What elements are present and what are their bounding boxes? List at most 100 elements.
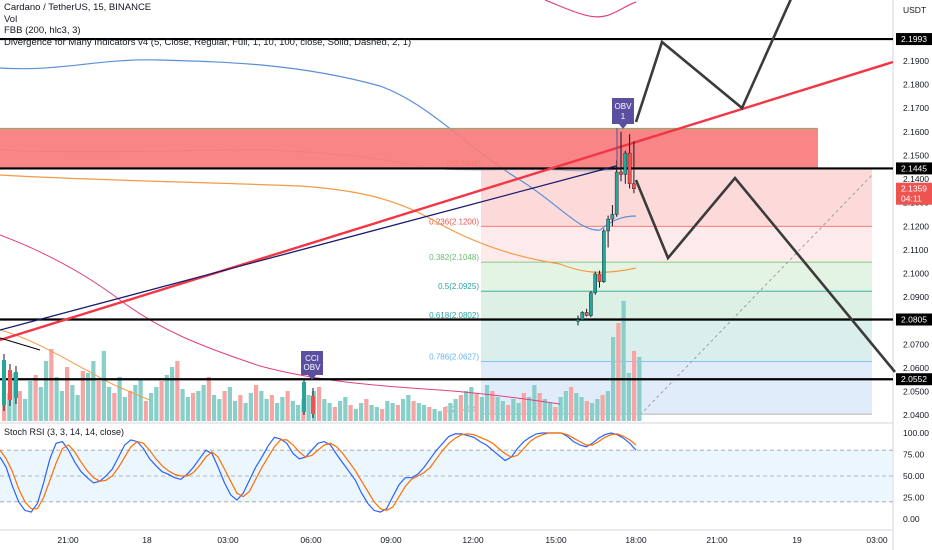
fib-zone-0.618	[481, 320, 872, 362]
volume-bar	[86, 373, 91, 421]
obv-marker-text: OBV	[615, 102, 633, 111]
time-axis[interactable]: 21:00 18 03:00 06:00 09:00 12:00 15:00 18:00 21:…	[57, 535, 888, 545]
volume-bar	[49, 349, 54, 421]
volume-bar	[558, 397, 563, 421]
fib-label-0.786: 0.786(2.0627)	[429, 353, 479, 362]
volume-bar	[122, 397, 127, 421]
cci-marker-shape	[301, 351, 323, 380]
volume-bar	[317, 387, 322, 421]
volume-bar	[306, 395, 311, 421]
volume-bar	[290, 401, 295, 421]
supply-zone[interactable]	[0, 127, 818, 169]
fib-label-0.236: 0.236(2.1200)	[429, 217, 479, 226]
time-tick: 12:00	[462, 535, 484, 545]
volume-bar	[96, 381, 101, 421]
volume-bar	[626, 373, 631, 421]
volume-bar	[380, 409, 385, 421]
legend-fbb[interactable]: FBB (200, hlc3, 3)	[4, 25, 81, 36]
volume-bar	[427, 407, 432, 421]
candle-body	[632, 183, 636, 189]
volume-bar	[469, 387, 474, 421]
volume-bar	[632, 351, 637, 421]
volume-bar	[542, 399, 547, 421]
currency-label: USDT	[903, 5, 926, 15]
volume-bar	[605, 391, 610, 421]
price-axis[interactable]: USDT2.20002.19002.18002.17002.16002.1500…	[896, 5, 932, 524]
candle-body	[623, 152, 628, 175]
navy-trendline	[0, 165, 617, 331]
fbb-middle-band	[0, 174, 637, 273]
fib-zone-0	[481, 168, 872, 227]
volume-bar	[80, 371, 85, 421]
volume-bar	[443, 407, 448, 421]
volume-bar	[574, 393, 579, 421]
time-tick: 18:00	[625, 535, 647, 545]
drawn-lines[interactable]	[0, 37, 894, 381]
volume-bar	[458, 395, 463, 421]
price-tick: 2.0700	[903, 339, 929, 349]
stoch-tick: 25.00	[903, 493, 925, 503]
price-label-text: 2.1445	[901, 163, 927, 173]
time-tick: 15:00	[545, 535, 567, 545]
volume-bar	[600, 395, 605, 421]
fbb-top-curve	[544, 0, 637, 18]
legend-vol[interactable]: Vol	[4, 13, 18, 25]
volume-bar	[296, 405, 301, 421]
volume-bar	[243, 403, 248, 421]
volume-bar	[500, 401, 505, 421]
candle-body	[14, 372, 18, 398]
price-tick: 2.0600	[903, 363, 929, 373]
volume-bar	[275, 403, 280, 421]
candle-body	[614, 171, 619, 215]
price-tick: 2.1000	[903, 268, 929, 278]
fib-zone-0.382	[481, 262, 872, 292]
candle-body	[610, 214, 615, 220]
volume-bar	[590, 403, 595, 421]
volume-bar	[521, 393, 526, 421]
volume-bar	[233, 401, 238, 421]
price-tick: 2.1100	[903, 245, 929, 255]
fbb-upper-band	[0, 59, 637, 231]
volume-bar	[432, 409, 437, 421]
volume-bar	[159, 381, 164, 421]
symbol-title[interactable]: Cardano / TetherUS, 15, BINANCE	[4, 2, 152, 13]
projection-path[interactable]	[634, 0, 897, 373]
chart-legend: Cardano / TetherUS, 15, BINANCE Vol FBB …	[4, 2, 411, 48]
volume-bar	[75, 395, 80, 421]
volume-bar	[222, 391, 227, 421]
stoch-line-d	[0, 432, 637, 512]
time-tick: 21:00	[706, 535, 728, 545]
stoch-tick: 0.00	[903, 514, 920, 524]
volume-bar	[112, 393, 117, 421]
price-tick: 2.1200	[903, 221, 929, 231]
left-short-line	[0, 337, 41, 351]
volume-bar	[348, 405, 353, 421]
volume-bar	[91, 361, 96, 421]
fib-label-0.5: 0.5(2.0925)	[438, 282, 479, 291]
cci-marker-obv: OBV	[304, 363, 322, 372]
volume-bar	[180, 389, 185, 421]
volume-bar	[364, 399, 369, 421]
volume-bar	[395, 405, 400, 421]
volume-bar	[511, 399, 516, 421]
volume-bar	[7, 393, 12, 421]
volume-bar	[485, 385, 490, 421]
candle-body	[2, 360, 6, 405]
stoch-tick: 50.00	[903, 471, 925, 481]
volume-bar	[322, 399, 327, 421]
volume-bar	[259, 391, 264, 421]
volume-bar	[637, 357, 642, 421]
legend-divergence[interactable]: Divergence for Many Indicators v4 (5, Cl…	[4, 36, 412, 48]
volume-bar	[44, 361, 49, 421]
candle-body	[8, 370, 12, 400]
supply-zone-rect	[0, 128, 818, 169]
stoch-tick: 75.00	[903, 450, 925, 460]
volume-bar	[107, 387, 112, 421]
volume-bar	[154, 387, 159, 421]
volume-bar	[537, 393, 542, 421]
price-tick: 2.1500	[903, 150, 929, 160]
volume-bar	[595, 399, 600, 421]
